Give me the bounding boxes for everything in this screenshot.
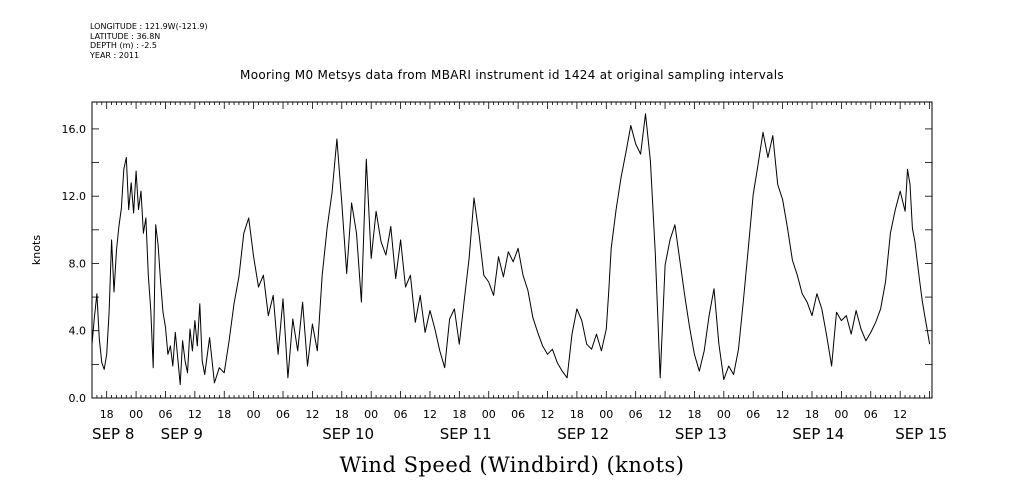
- x-date-label: SEP 14: [792, 425, 844, 443]
- x-hour-label: 12: [541, 408, 555, 421]
- x-hour-label: 18: [100, 408, 114, 421]
- meta-latitude: LATITUDE : 36.8N: [90, 31, 161, 41]
- x-hour-label: 12: [776, 408, 790, 421]
- x-date-label: SEP 8: [92, 425, 134, 443]
- y-tick-label: 16.0: [62, 123, 87, 136]
- x-date-label: SEP 9: [161, 425, 203, 443]
- wind-speed-series-line: [91, 113, 931, 385]
- y-tick-label: 0.0: [69, 392, 87, 405]
- y-tick-label: 4.0: [69, 325, 87, 338]
- x-date-label: SEP 12: [557, 425, 609, 443]
- x-hour-label: 12: [423, 408, 437, 421]
- x-hour-label: 18: [217, 408, 231, 421]
- x-hour-label: 18: [335, 408, 349, 421]
- x-hour-label: 12: [305, 408, 319, 421]
- chart-title: Mooring M0 Metsys data from MBARI instru…: [240, 68, 784, 82]
- x-hour-label: 06: [276, 408, 290, 421]
- x-hour-label: 18: [570, 408, 584, 421]
- x-date-label: SEP 13: [675, 425, 727, 443]
- x-hour-label: 18: [687, 408, 701, 421]
- x-hour-label: 12: [188, 408, 202, 421]
- x-date-label: SEP 15: [895, 425, 947, 443]
- x-hour-label: 00: [482, 408, 496, 421]
- x-hour-label: 06: [629, 408, 643, 421]
- x-hour-label: 18: [452, 408, 466, 421]
- x-hour-label: 00: [129, 408, 143, 421]
- plot-frame: [91, 101, 933, 399]
- meta-depth: DEPTH (m) : -2.5: [90, 41, 157, 50]
- variable-label: Wind Speed (Windbird) (knots): [339, 453, 685, 477]
- meta-year: YEAR : 2011: [90, 50, 140, 60]
- x-hour-label: 00: [364, 408, 378, 421]
- x-date-label: SEP 10: [322, 425, 374, 443]
- y-tick-label: 12.0: [62, 190, 87, 203]
- x-date-label: SEP 11: [440, 425, 492, 443]
- x-hour-label: 06: [864, 408, 878, 421]
- x-hour-label: 12: [893, 408, 907, 421]
- x-hour-label: 00: [717, 408, 731, 421]
- x-hour-label: 00: [834, 408, 848, 421]
- x-hour-label: 12: [658, 408, 672, 421]
- x-hour-label: 06: [394, 408, 408, 421]
- x-hour-label: 06: [511, 408, 525, 421]
- station-metadata: LONGITUDE : 121.9W(-121.9) LATITUDE : 36…: [90, 22, 208, 60]
- x-hour-label: 06: [746, 408, 760, 421]
- meta-longitude: LONGITUDE : 121.9W(-121.9): [90, 22, 208, 31]
- x-hour-label: 00: [599, 408, 613, 421]
- y-tick-label: 8.0: [69, 257, 87, 270]
- y-axis-label: knots: [30, 235, 43, 265]
- x-hour-label: 00: [247, 408, 261, 421]
- x-hour-label: 06: [158, 408, 172, 421]
- x-hour-label: 18: [805, 408, 819, 421]
